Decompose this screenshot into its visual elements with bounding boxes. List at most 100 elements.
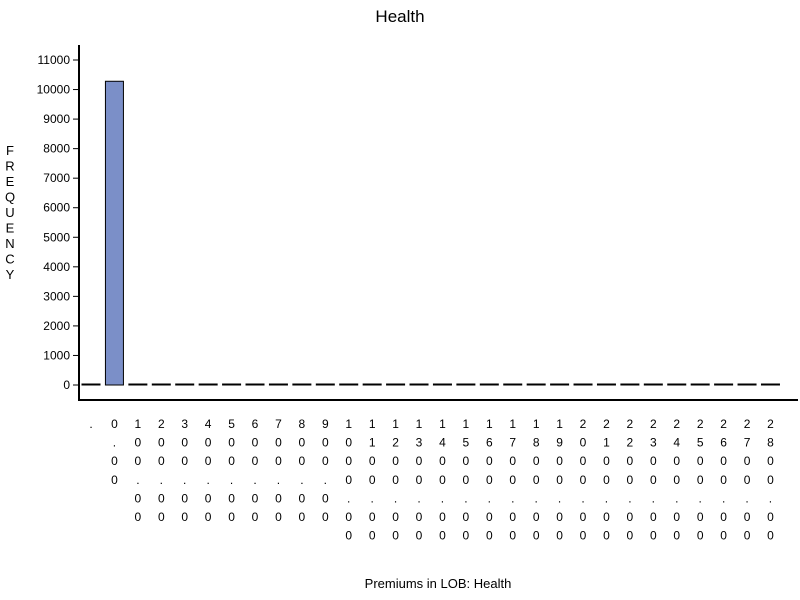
bar bbox=[573, 383, 593, 386]
x-tick-label-char: 0 bbox=[627, 510, 634, 524]
x-tick-label: 1 0 0 0. 0 0 bbox=[345, 417, 352, 543]
x-tick-label-char: . bbox=[675, 491, 678, 505]
x-tick-label-char: 2 bbox=[673, 417, 680, 431]
x-tick-label-char: 0 bbox=[299, 510, 306, 524]
x-tick-label-char: 0 bbox=[205, 454, 212, 468]
x-tick-label-char: 0 bbox=[392, 454, 399, 468]
y-axis-ticks: 0 1000 2000 3000 4000 5000 6000 7000 8000 9000 100… bbox=[37, 53, 79, 392]
bar bbox=[760, 383, 780, 386]
x-tick-label-char: 0 bbox=[697, 529, 704, 543]
x-tick-label-char: 0 bbox=[158, 491, 165, 505]
x-tick-label-char: 0 bbox=[533, 529, 540, 543]
x-tick-label-char: 0 bbox=[135, 491, 142, 505]
x-tick-label: 1 1 0 0. 0 0 bbox=[369, 417, 376, 543]
x-tick-label-char: 0 bbox=[463, 454, 470, 468]
x-tick-label-char: 0 bbox=[603, 529, 610, 543]
x-tick-label-char: 0 bbox=[299, 454, 306, 468]
x-tick-label-char: . bbox=[230, 473, 233, 487]
y-axis-label-letter: Y bbox=[6, 267, 15, 282]
x-tick-label-char: . bbox=[89, 417, 92, 431]
x-tick-label: 2 4 0 0. 0 0 bbox=[673, 417, 680, 543]
x-tick-label-char: 0 bbox=[439, 529, 446, 543]
x-tick-label-char: 4 bbox=[673, 436, 680, 450]
x-tick-label-char: 1 bbox=[392, 417, 399, 431]
chart-title: Health bbox=[375, 7, 424, 26]
x-tick-label-char: 0 bbox=[228, 510, 235, 524]
x-tick-label-char: . bbox=[488, 491, 491, 505]
x-tick-label-char: . bbox=[769, 491, 772, 505]
y-tick-label: 4000 bbox=[43, 260, 70, 274]
x-tick-label-char: 0 bbox=[673, 510, 680, 524]
x-tick-label-char: 0 bbox=[252, 491, 259, 505]
x-tick-label-char: 0 bbox=[181, 454, 188, 468]
x-tick-label-char: 0 bbox=[135, 510, 142, 524]
x-tick-label-char: 0 bbox=[322, 436, 329, 450]
x-tick-label-char: 4 bbox=[439, 436, 446, 450]
x-tick-label-char: 0 bbox=[416, 454, 423, 468]
y-tick-label: 1000 bbox=[43, 348, 70, 362]
x-tick-label: 900.00 bbox=[322, 417, 329, 524]
x-tick-label-char: 0 bbox=[322, 454, 329, 468]
x-tick-label-char: 9 bbox=[322, 417, 329, 431]
y-axis-label-letter: E bbox=[6, 221, 15, 236]
x-tick-label-char: . bbox=[652, 491, 655, 505]
x-tick-label: . bbox=[89, 417, 92, 431]
x-tick-label-char: 2 bbox=[627, 436, 634, 450]
x-tick-label-char: 0 bbox=[556, 454, 563, 468]
x-tick-label-char: . bbox=[722, 491, 725, 505]
x-tick-label-char: 0 bbox=[603, 473, 610, 487]
bar bbox=[104, 80, 124, 386]
bar bbox=[386, 383, 406, 386]
x-tick-label: 2 5 0 0. 0 0 bbox=[697, 417, 704, 543]
x-tick-label-char: 8 bbox=[299, 417, 306, 431]
x-tick-label-char: 0 bbox=[205, 510, 212, 524]
y-axis-label-letter: E bbox=[6, 174, 15, 189]
x-tick-label-char: 0 bbox=[673, 473, 680, 487]
x-tick-label-char: 0 bbox=[369, 510, 376, 524]
y-axis-label-letter: U bbox=[5, 205, 14, 220]
x-tick-label-char: 2 bbox=[392, 436, 399, 450]
x-tick-label-char: . bbox=[581, 491, 584, 505]
x-tick-label-char: 0 bbox=[181, 436, 188, 450]
x-tick-label-char: 0 bbox=[463, 529, 470, 543]
x-tick-label-char: 0 bbox=[135, 436, 142, 450]
x-tick-label: 1 8 0 0. 0 0 bbox=[533, 417, 540, 543]
x-tick-label-char: 0 bbox=[509, 529, 516, 543]
x-tick-label-char: 0 bbox=[369, 529, 376, 543]
bar bbox=[503, 383, 523, 386]
y-tick-label: 7000 bbox=[43, 171, 70, 185]
x-tick-label-char: 5 bbox=[697, 436, 704, 450]
x-tick-label-char: 0 bbox=[650, 473, 657, 487]
x-tick-label-char: . bbox=[253, 473, 256, 487]
x-tick-label-char: . bbox=[113, 436, 116, 450]
x-tick-label-char: 1 bbox=[463, 417, 470, 431]
x-tick-label-char: 3 bbox=[181, 417, 188, 431]
x-tick-label-char: 0 bbox=[509, 473, 516, 487]
bar bbox=[620, 383, 640, 386]
bar bbox=[245, 383, 265, 386]
bar bbox=[128, 383, 148, 386]
x-tick-label-char: 1 bbox=[345, 417, 352, 431]
x-tick-label-char: 0 bbox=[533, 510, 540, 524]
x-tick-label-char: 0 bbox=[439, 510, 446, 524]
x-tick-label-char: 0 bbox=[416, 473, 423, 487]
x-tick-label: 800.00 bbox=[299, 417, 306, 524]
x-tick-label-char: 6 bbox=[720, 436, 727, 450]
x-tick-label-char: 1 bbox=[486, 417, 493, 431]
x-tick-label-char: 0 bbox=[252, 454, 259, 468]
x-tick-label-char: 3 bbox=[650, 436, 657, 450]
x-tick-label-char: 0 bbox=[111, 417, 118, 431]
x-tick-label-char: . bbox=[464, 491, 467, 505]
x-tick-label-char: 0 bbox=[744, 510, 751, 524]
x-tick-label-char: . bbox=[745, 491, 748, 505]
x-tick-label-char: 1 bbox=[533, 417, 540, 431]
x-tick-label-char: 7 bbox=[509, 436, 516, 450]
x-tick-label-char: 0 bbox=[486, 473, 493, 487]
x-tick-label: 200.00 bbox=[158, 417, 165, 524]
y-tick-label: 2000 bbox=[43, 319, 70, 333]
x-tick-label-char: 0 bbox=[345, 529, 352, 543]
x-tick-label-char: 0 bbox=[392, 529, 399, 543]
x-tick-label-char: 0 bbox=[228, 436, 235, 450]
x-tick-label-char: 0 bbox=[439, 473, 446, 487]
